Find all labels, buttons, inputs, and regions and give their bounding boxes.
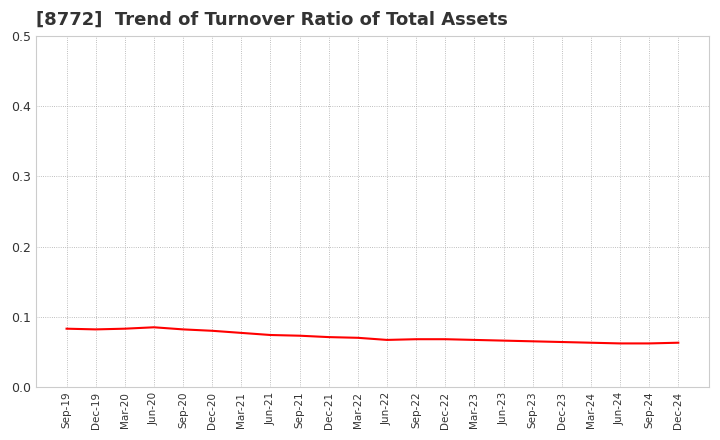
Text: [8772]  Trend of Turnover Ratio of Total Assets: [8772] Trend of Turnover Ratio of Total … (36, 11, 508, 29)
